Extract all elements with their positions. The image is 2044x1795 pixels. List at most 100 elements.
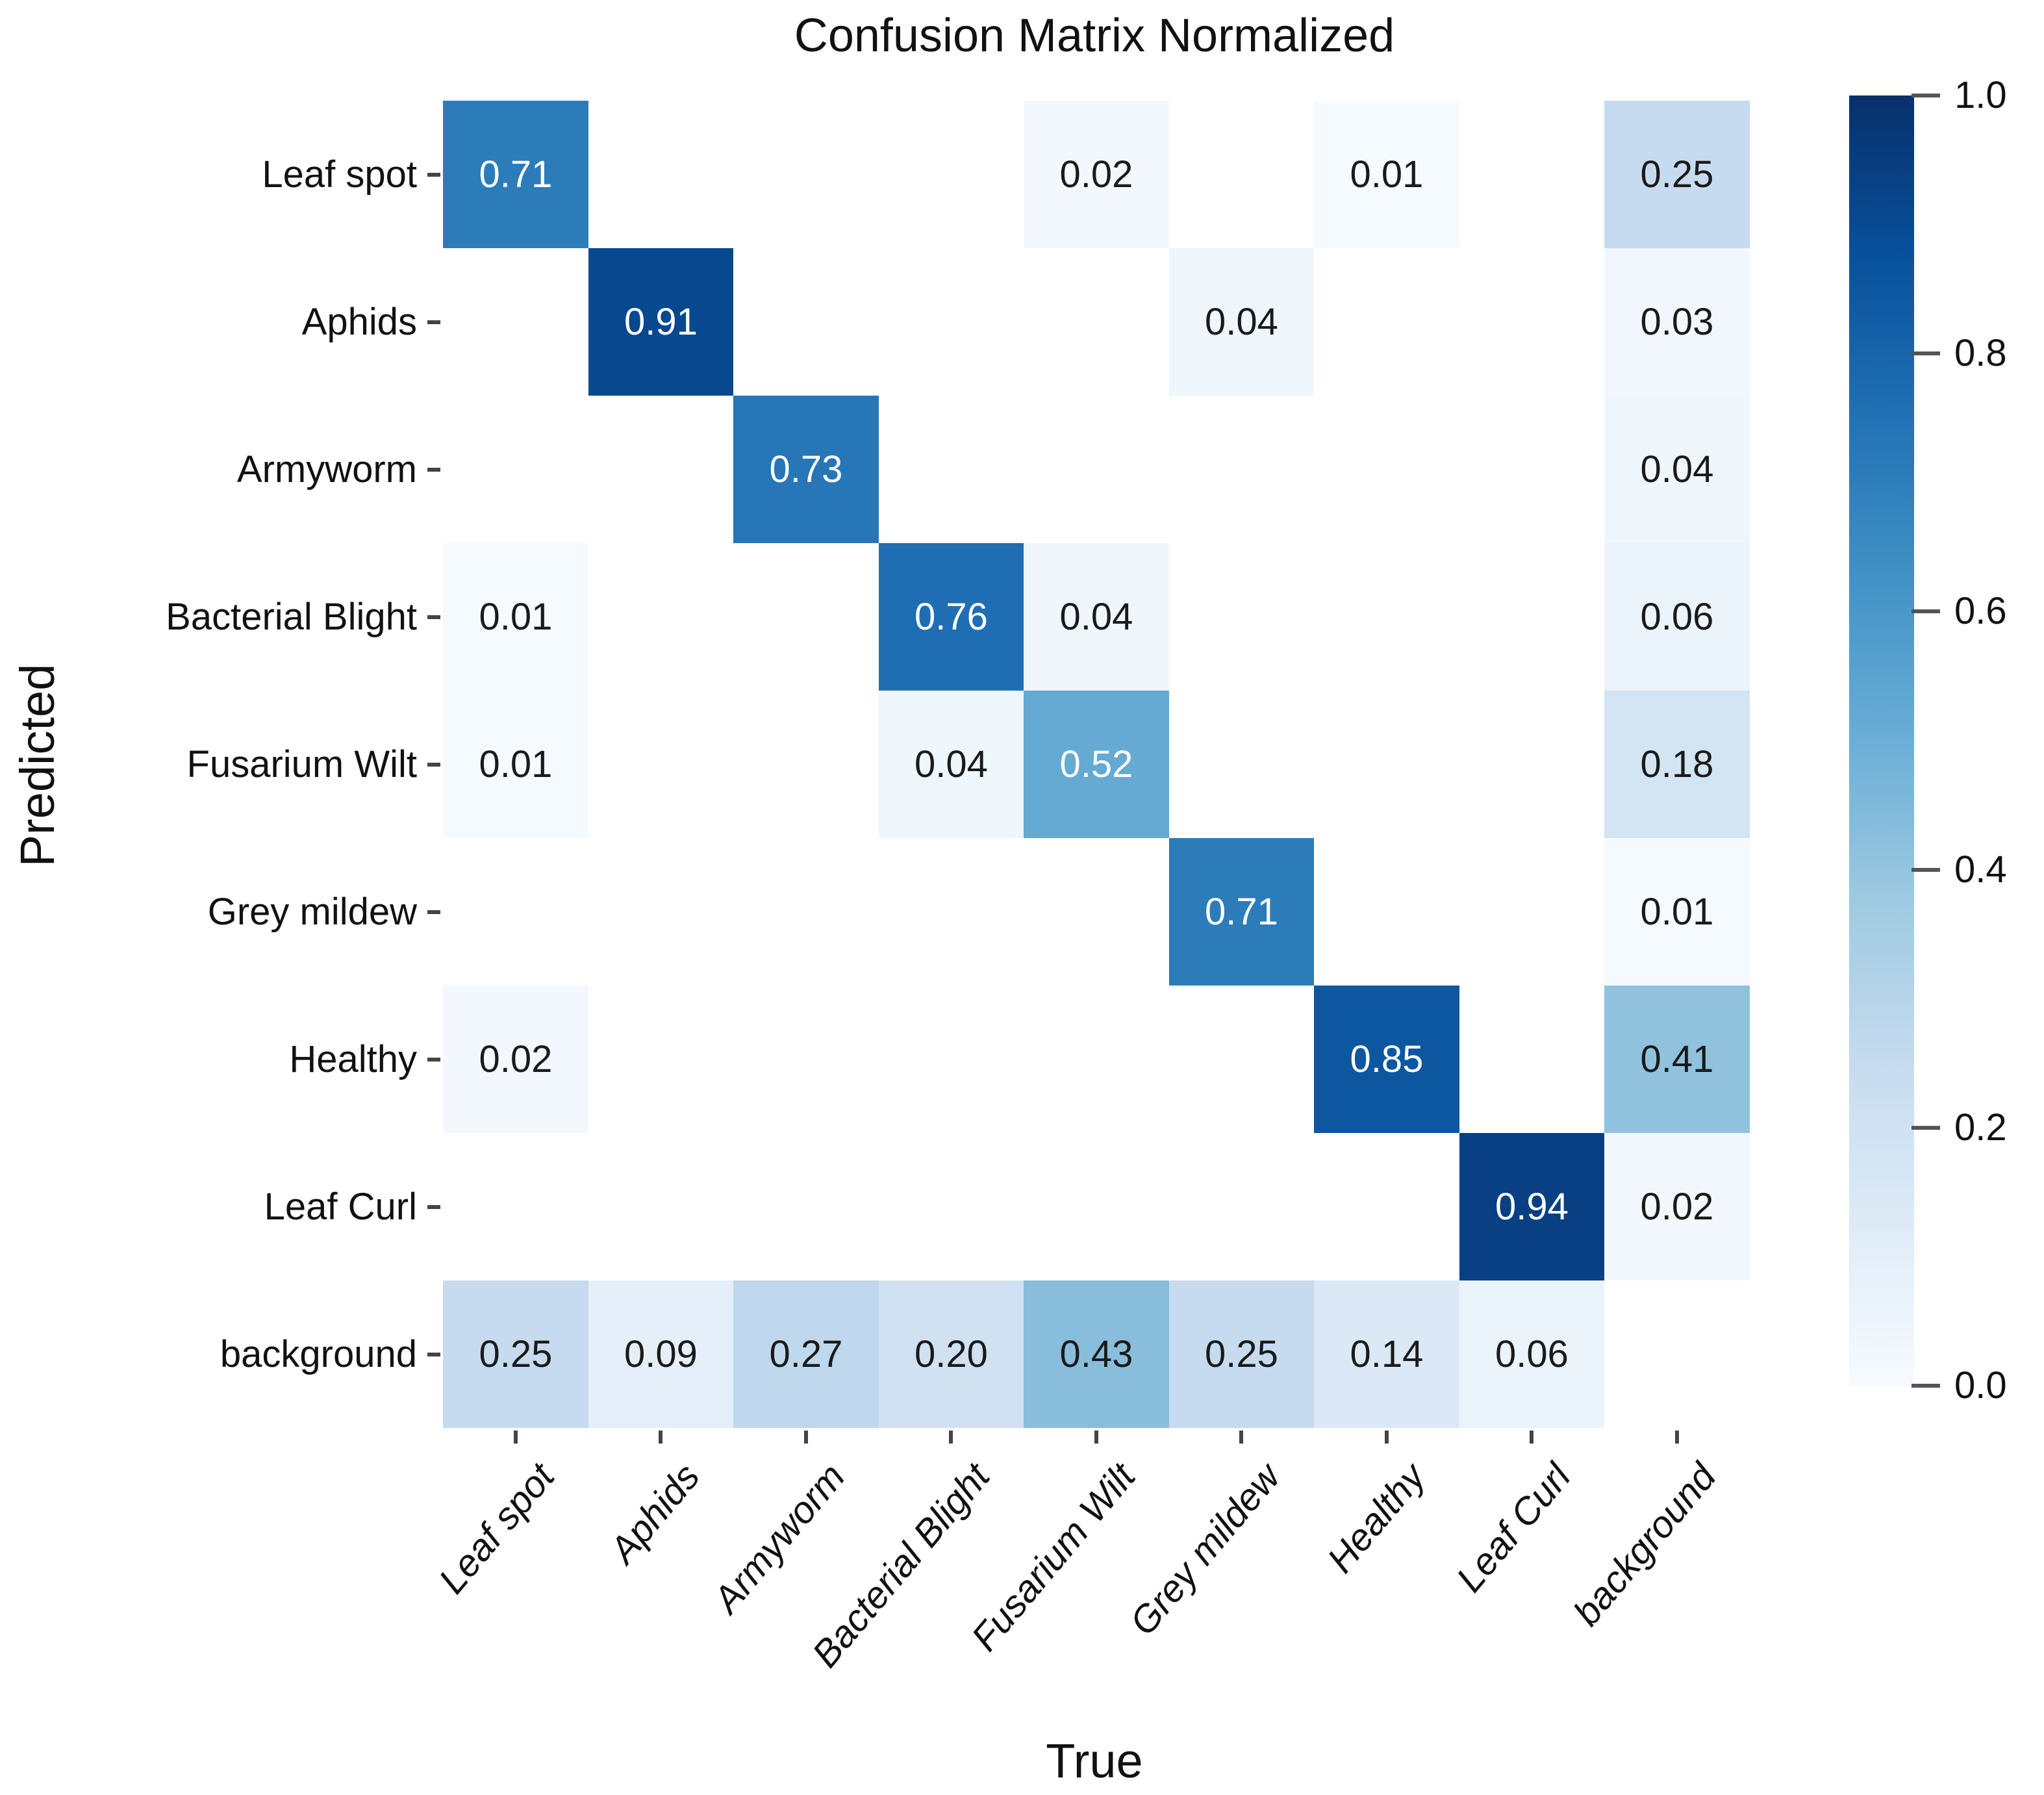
x-axis-tick: [1239, 1431, 1243, 1444]
matrix-cell: 0.85: [1314, 986, 1459, 1133]
matrix-cell: [1314, 838, 1459, 986]
x-axis-tick: [1094, 1431, 1098, 1444]
matrix-cell: 0.01: [1604, 838, 1750, 986]
x-axis-tick: [1675, 1431, 1679, 1444]
matrix-cell: [1024, 838, 1169, 986]
cell-value: 0.01: [1640, 890, 1714, 933]
matrix-cell: 0.02: [1024, 101, 1169, 248]
matrix-cell: [588, 543, 733, 691]
matrix-cell: [1314, 1133, 1459, 1280]
matrix-cell: 0.04: [1024, 543, 1169, 691]
matrix-cell: [733, 101, 879, 248]
matrix-cell: [1459, 986, 1604, 1133]
matrix-cell: 0.01: [443, 543, 588, 691]
matrix-cell: [1169, 691, 1314, 838]
cell-value: 0.25: [1205, 1332, 1278, 1375]
matrix-cell: 0.03: [1604, 248, 1750, 396]
y-axis-tick: [427, 615, 440, 619]
cell-value: 0.52: [1059, 743, 1133, 785]
cell-value: 0.01: [479, 595, 553, 638]
cell-value: 0.01: [1350, 153, 1424, 196]
cell-value: 0.71: [1205, 890, 1278, 933]
cell-value: 0.02: [1059, 153, 1133, 196]
cell-value: 0.06: [1640, 595, 1714, 638]
y-tick-label: Grey mildew: [207, 891, 417, 933]
matrix-cell: [1459, 396, 1604, 543]
matrix-cell: [588, 396, 733, 543]
matrix-cell: [1169, 101, 1314, 248]
matrix-cell: [443, 838, 588, 986]
matrix-cell: [1604, 1280, 1750, 1428]
matrix-cell: 0.25: [1169, 1280, 1314, 1428]
y-tick-label: Armyworm: [236, 448, 417, 490]
y-tick-label: Leaf spot: [262, 153, 417, 196]
cell-value: 0.04: [1059, 595, 1133, 638]
cell-value: 0.04: [1205, 300, 1278, 343]
y-tick-label: Fusarium Wilt: [186, 743, 417, 785]
x-axis-tick: [804, 1431, 808, 1444]
colorbar-tick: [1912, 1384, 1940, 1388]
matrix-cell: [1024, 396, 1169, 543]
cell-value: 0.18: [1640, 743, 1714, 785]
colorbar-tick-label: 0.2: [1954, 1106, 2007, 1149]
y-axis-tick: [427, 320, 440, 324]
matrix-cell: 0.20: [879, 1280, 1024, 1428]
matrix-cell: 0.25: [443, 1280, 588, 1428]
x-tick-label: Armyworm: [705, 1455, 853, 1621]
colorbar-tick: [1912, 94, 1940, 97]
matrix-cell: [1024, 248, 1169, 396]
matrix-cell: [588, 838, 733, 986]
x-axis-tick: [659, 1431, 662, 1444]
matrix-cell: [588, 1133, 733, 1280]
matrix-cell: 0.41: [1604, 986, 1750, 1133]
cell-value: 0.76: [915, 595, 988, 638]
y-axis-tick: [427, 1353, 440, 1356]
matrix-cell: 0.18: [1604, 691, 1750, 838]
cell-value: 0.85: [1350, 1038, 1424, 1080]
matrix-cell: [879, 101, 1024, 248]
matrix-cell: 0.02: [1604, 1133, 1750, 1280]
matrix-cell: [1314, 691, 1459, 838]
cell-value: 0.94: [1495, 1185, 1569, 1228]
x-axis-tick: [949, 1431, 953, 1444]
x-axis-label: True: [1046, 1734, 1143, 1788]
y-axis-tick: [427, 910, 440, 914]
matrix-cell: [1169, 986, 1314, 1133]
matrix-cell: [733, 248, 879, 396]
matrix-cell: 0.52: [1024, 691, 1169, 838]
matrix-cell: [733, 691, 879, 838]
cell-value: 0.04: [1640, 448, 1714, 490]
chart-title: Confusion Matrix Normalized: [794, 10, 1395, 62]
matrix-cell: [879, 986, 1024, 1133]
x-tick-label: Leaf Curl: [1448, 1455, 1579, 1600]
colorbar-tick-label: 0.8: [1954, 332, 2007, 374]
colorbar-tick: [1912, 1126, 1940, 1130]
matrix-cell: 0.01: [1314, 101, 1459, 248]
colorbar-tick-label: 0.4: [1954, 848, 2007, 891]
cell-value: 0.25: [479, 1332, 553, 1375]
cell-value: 0.04: [915, 743, 988, 785]
cell-value: 0.91: [624, 300, 698, 343]
y-axis-tick: [427, 763, 440, 767]
y-tick-label: Healthy: [289, 1038, 417, 1080]
y-axis-tick: [427, 173, 440, 177]
colorbar-tick: [1912, 351, 1940, 355]
cell-value: 0.02: [1640, 1185, 1714, 1228]
matrix-cell: 0.27: [733, 1280, 879, 1428]
matrix-cell: [733, 838, 879, 986]
y-axis-tick: [427, 468, 440, 472]
y-tick-label: Leaf Curl: [264, 1186, 417, 1228]
matrix-cell: [588, 101, 733, 248]
matrix-cell: [588, 986, 733, 1133]
y-tick-label: background: [220, 1333, 417, 1375]
matrix-cell: [443, 396, 588, 543]
cell-value: 0.14: [1350, 1332, 1424, 1375]
matrix-cell: [879, 1133, 1024, 1280]
cell-value: 0.06: [1495, 1332, 1569, 1375]
matrix-cell: [1459, 838, 1604, 986]
cell-value: 0.25: [1640, 153, 1714, 196]
colorbar-tick-label: 0.0: [1954, 1364, 2007, 1407]
matrix-cell: 0.09: [588, 1280, 733, 1428]
cell-value: 0.43: [1059, 1332, 1133, 1375]
